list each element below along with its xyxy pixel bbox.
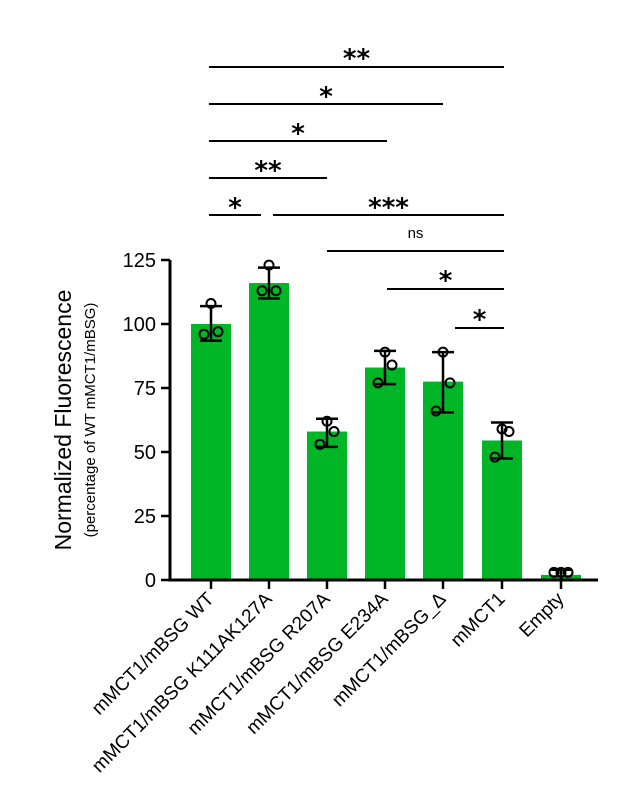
data-point (444, 377, 456, 389)
data-point (314, 438, 326, 450)
x-tick-label: mMCT1 (447, 589, 510, 652)
bars-layer (191, 283, 581, 580)
data-point (372, 377, 384, 389)
data-point (437, 346, 449, 358)
data-point (503, 426, 515, 438)
y-axis-title: Normalized Fluorescence (percentage of W… (50, 290, 99, 551)
data-point (198, 328, 210, 340)
bar (423, 381, 463, 580)
data-point (256, 285, 268, 297)
bar (365, 367, 405, 580)
data-point (386, 359, 398, 371)
significance-label: * (228, 193, 242, 223)
significance-label: * (319, 82, 333, 112)
y-ticks-layer: 0 25 50 75 100 125 (123, 250, 170, 592)
data-point (328, 426, 340, 438)
y-tick-label: 75 (134, 378, 156, 400)
data-point (555, 566, 567, 578)
data-point (548, 566, 560, 578)
significance-label: ** (254, 156, 282, 186)
data-point (263, 259, 275, 271)
significance-label: ** (343, 44, 371, 74)
data-point (212, 326, 224, 338)
y-axis-sublabel: (percentage of WT mMCT1/mBSG) (82, 303, 99, 538)
bar (191, 324, 231, 580)
significance-label: ns (408, 225, 424, 242)
bar (307, 431, 347, 580)
y-tick-label: 100 (123, 314, 156, 336)
x-tick-label: mMCT1/mBSG_Δ (328, 588, 451, 711)
y-tick-label: 0 (145, 570, 156, 592)
y-axis-label: Normalized Fluorescence (50, 290, 76, 551)
x-tick-label: Empty (516, 588, 569, 641)
axes-layer (168, 260, 598, 582)
data-point (321, 415, 333, 427)
data-point (379, 346, 391, 358)
data-point (205, 298, 217, 310)
bar (249, 283, 289, 580)
significance-label: * (473, 305, 487, 335)
data-point (430, 405, 442, 417)
significance-label: *** (368, 193, 409, 223)
y-tick-label: 125 (123, 250, 156, 272)
data-points-layer (198, 259, 574, 578)
significance-label: * (439, 266, 453, 296)
data-point (496, 423, 508, 435)
data-point (270, 285, 282, 297)
data-point (562, 566, 574, 578)
y-tick-label: 25 (134, 506, 156, 528)
data-point (489, 451, 501, 463)
bar (482, 440, 522, 580)
y-tick-label: 50 (134, 442, 156, 464)
significance-layer: ******* ***ns** (209, 44, 504, 335)
significance-label: * (291, 119, 305, 149)
